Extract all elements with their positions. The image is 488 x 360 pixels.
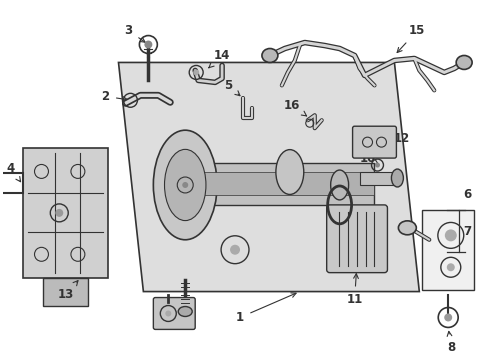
Text: 2: 2: [102, 90, 127, 103]
Text: 11: 11: [346, 274, 362, 306]
Polygon shape: [359, 172, 394, 185]
Bar: [422, 210, 473, 289]
Circle shape: [55, 209, 63, 217]
Text: 4: 4: [7, 162, 20, 182]
Circle shape: [229, 245, 240, 255]
Polygon shape: [118, 62, 419, 292]
Circle shape: [144, 41, 152, 49]
Circle shape: [443, 314, 451, 321]
Ellipse shape: [330, 170, 348, 200]
Text: 12: 12: [378, 132, 408, 145]
Text: 6: 6: [462, 188, 470, 202]
Circle shape: [444, 229, 456, 241]
Polygon shape: [42, 278, 87, 306]
Bar: [185, 163, 374, 205]
Ellipse shape: [390, 169, 403, 187]
Text: 14: 14: [208, 49, 230, 68]
Circle shape: [182, 182, 188, 188]
Circle shape: [374, 163, 379, 167]
Text: 13: 13: [58, 281, 78, 301]
Ellipse shape: [164, 149, 205, 221]
Text: 1: 1: [236, 293, 296, 324]
Text: 10: 10: [359, 152, 378, 165]
Text: 15: 15: [396, 24, 425, 53]
Ellipse shape: [153, 130, 217, 240]
FancyBboxPatch shape: [153, 298, 195, 329]
Ellipse shape: [398, 221, 415, 235]
Ellipse shape: [262, 49, 277, 62]
Ellipse shape: [178, 306, 192, 316]
Circle shape: [446, 263, 454, 271]
Circle shape: [193, 69, 199, 75]
FancyBboxPatch shape: [326, 205, 386, 273]
Text: 16: 16: [283, 99, 306, 116]
Text: 8: 8: [446, 332, 454, 354]
Ellipse shape: [275, 150, 303, 194]
Text: 3: 3: [124, 24, 145, 42]
Bar: [190, 172, 374, 195]
Text: 5: 5: [224, 79, 240, 96]
Ellipse shape: [455, 55, 471, 69]
Text: 7: 7: [462, 225, 470, 238]
FancyBboxPatch shape: [352, 126, 396, 158]
Text: 9: 9: [325, 163, 338, 191]
FancyBboxPatch shape: [23, 148, 107, 278]
Circle shape: [165, 310, 171, 316]
